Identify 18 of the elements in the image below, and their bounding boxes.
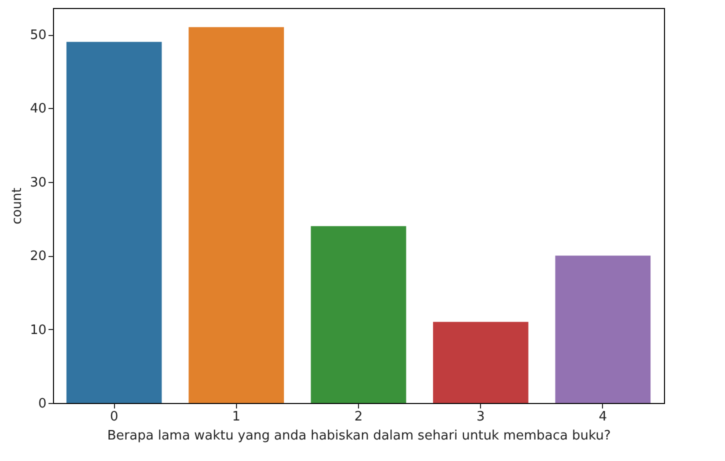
bar: [66, 42, 162, 403]
y-tick-label: 30: [30, 175, 46, 190]
x-tick-label: 4: [598, 410, 608, 424]
y-tick-label: 50: [30, 28, 46, 44]
bar: [310, 226, 406, 403]
y-tick-label: 0: [38, 396, 46, 412]
y-tick-label: 10: [30, 322, 46, 338]
x-tick-label: 3: [476, 410, 485, 424]
bar: [188, 27, 284, 403]
y-tick-label: 20: [30, 249, 46, 264]
x-tick-label: 1: [232, 410, 240, 424]
y-tick-label: 40: [30, 102, 46, 117]
bar: [555, 256, 651, 403]
x-tick-label: 0: [110, 410, 118, 424]
bar: [433, 322, 528, 403]
y-axis-title: count: [10, 188, 25, 224]
x-axis-title: Berapa lama waktu yang anda habiskan dalam sehari untuk membaca buku?: [107, 428, 611, 444]
x-tick-label: 2: [354, 410, 363, 424]
